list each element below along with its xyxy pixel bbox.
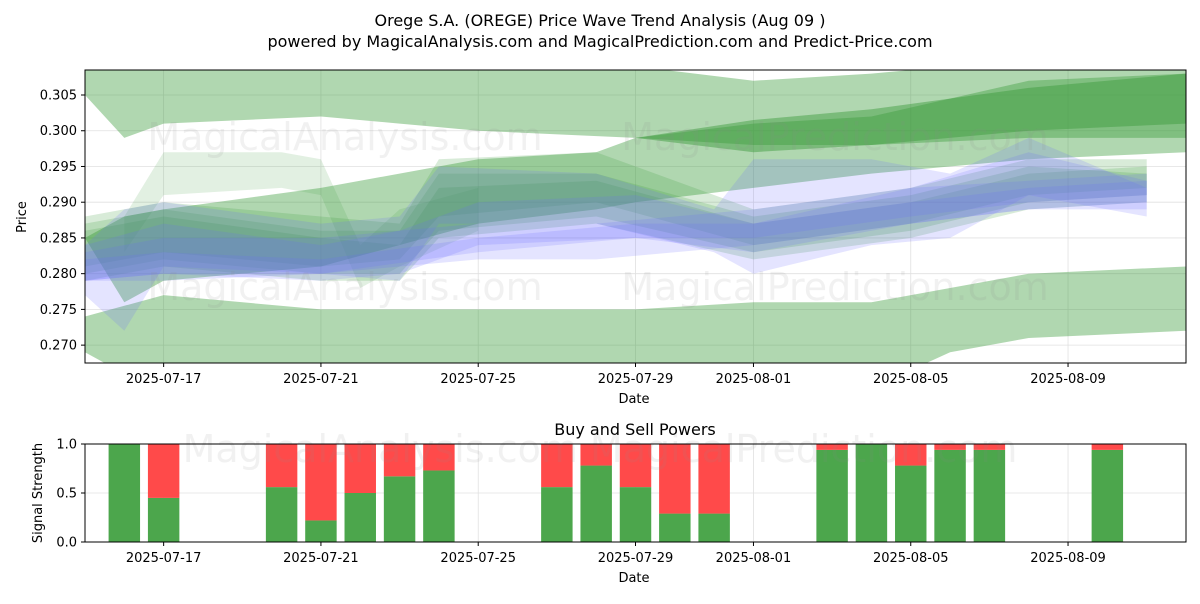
bar-x-tick-label: 2025-07-29 — [598, 551, 674, 566]
price-band-mid-green-3 — [85, 166, 1147, 274]
price-y-tick-label: 0.280 — [40, 267, 77, 282]
buy-bar — [423, 470, 455, 542]
sell-bar — [265, 444, 298, 488]
price-y-axis-label: Price — [15, 201, 30, 233]
price-y-tick-label: 0.270 — [40, 339, 77, 354]
sell-bar — [619, 444, 652, 488]
buy-bar — [305, 520, 337, 542]
sell-bar — [383, 444, 416, 477]
sell-bar — [580, 444, 612, 466]
sell-bar — [698, 444, 730, 514]
price-plot-area — [85, 70, 1186, 363]
price-band-rising-band — [85, 73, 1186, 303]
bar-x-tick-label: 2025-08-09 — [1030, 551, 1106, 566]
buy-bar — [619, 487, 652, 542]
buy-bar — [698, 513, 730, 542]
price-band-mid-green-1 — [85, 152, 1147, 267]
chart-subtitle: powered by MagicalAnalysis.com and Magic… — [267, 32, 932, 51]
buy-bar — [659, 513, 691, 542]
bar-x-tick-label: 2025-07-21 — [283, 551, 359, 566]
price-y-tick-label: 0.285 — [40, 231, 77, 246]
price-band-blue-band-2 — [85, 173, 1147, 281]
price-x-tick-label: 2025-07-21 — [283, 372, 359, 387]
chart-title: Orege S.A. (OREGE) Price Wave Trend Anal… — [375, 11, 826, 30]
bar-chart-title: Buy and Sell Powers — [554, 420, 716, 439]
price-band-upper-wide-band — [85, 70, 1186, 145]
watermark-text: MagicalAnalysis.com — [147, 265, 542, 309]
price-x-axis-label: Date — [618, 392, 649, 407]
buy-bar — [855, 444, 888, 542]
buy-bar — [147, 497, 180, 542]
buy-bar — [541, 487, 573, 542]
price-y-tick-label: 0.305 — [40, 89, 77, 104]
price-y-tick-label: 0.295 — [40, 160, 77, 175]
sell-bar — [659, 444, 691, 514]
price-band-lower-wide-band — [85, 266, 1186, 363]
buy-bar — [816, 449, 848, 542]
buy-bar — [265, 487, 298, 542]
sell-bar — [1091, 444, 1124, 450]
bar-y-axis-label: Signal Strength — [31, 443, 46, 543]
buy-bar — [580, 465, 612, 542]
bar-x-axis-label: Date — [618, 571, 649, 586]
price-band-dark-upper-band — [635, 73, 1186, 153]
watermark-text: MagicalAnalysis.com MagicalPrediction.co… — [183, 427, 1018, 471]
bar-y-tick-label: 0.0 — [56, 536, 77, 551]
price-x-tick-label: 2025-07-17 — [126, 372, 202, 387]
buy-bar — [344, 493, 376, 542]
buy-bar — [1091, 449, 1124, 542]
sell-bar — [973, 444, 1006, 450]
price-y-tick-label: 0.300 — [40, 124, 77, 139]
price-x-tick-label: 2025-08-01 — [716, 372, 792, 387]
price-band-mid-green-2 — [85, 166, 1147, 281]
price-band-blue-band-4 — [85, 180, 1147, 281]
sell-bar — [895, 444, 927, 466]
watermark-text: MagicalPrediction.com — [621, 265, 1049, 309]
buy-bar — [108, 444, 141, 542]
sell-bar — [344, 444, 376, 493]
sell-bar — [423, 444, 455, 471]
bar-x-tick-label: 2025-07-25 — [440, 551, 516, 566]
sell-bar — [147, 444, 180, 498]
sell-bar — [541, 444, 573, 488]
price-y-tick-label: 0.290 — [40, 196, 77, 211]
bar-x-tick-label: 2025-08-05 — [873, 551, 949, 566]
bar-y-tick-label: 0.5 — [56, 487, 77, 502]
sell-bar — [816, 444, 848, 450]
price-x-tick-label: 2025-08-05 — [873, 372, 949, 387]
price-x-tick-label: 2025-07-29 — [598, 372, 674, 387]
buy-bar — [895, 465, 927, 542]
sell-bar — [934, 444, 966, 450]
price-x-tick-label: 2025-08-09 — [1030, 372, 1106, 387]
sell-bar — [305, 444, 337, 521]
price-band-blue-band-1 — [85, 137, 1147, 331]
watermark-text: MagicalAnalysis.com — [147, 115, 542, 159]
price-band-spike-band — [124, 152, 479, 288]
price-y-tick-label: 0.275 — [40, 303, 77, 318]
price-band-blue-band-3 — [85, 152, 1147, 281]
buy-bar — [934, 449, 966, 542]
watermark-text: MagicalPrediction.com — [621, 115, 1049, 159]
bar-y-tick-label: 1.0 — [56, 438, 77, 453]
bar-x-tick-label: 2025-07-17 — [126, 551, 202, 566]
buy-bar — [973, 449, 1006, 542]
buy-bar — [383, 476, 416, 542]
price-x-tick-label: 2025-07-25 — [440, 372, 516, 387]
bar-x-tick-label: 2025-08-01 — [716, 551, 792, 566]
